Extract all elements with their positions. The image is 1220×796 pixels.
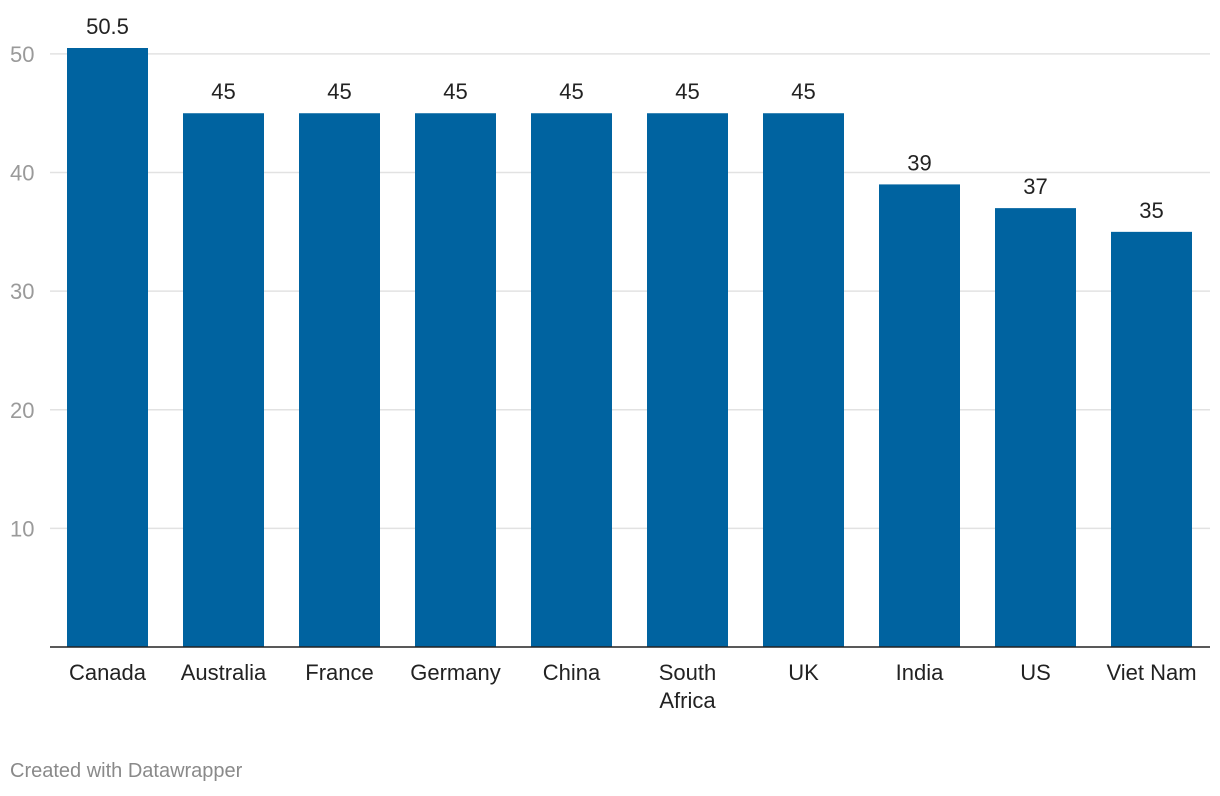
x-tick-label: US [1020, 660, 1051, 685]
bar [299, 113, 380, 648]
x-tick-label: China [543, 660, 601, 685]
bar [879, 184, 960, 647]
bar [995, 208, 1076, 647]
x-tick-label: South Africa [659, 660, 717, 713]
data-labels: 50.5 45 45 45 45 45 45 39 37 35 [86, 14, 1164, 223]
x-tick-label-line: South [659, 660, 717, 685]
bar [183, 113, 264, 648]
datawrapper-credit: Created with Datawrapper [10, 760, 243, 782]
x-tick-label-line: US [1020, 660, 1051, 685]
x-tick-label: Australia [181, 660, 267, 685]
x-tick-label: Germany [410, 660, 500, 685]
data-label: 35 [1139, 198, 1163, 223]
y-tick-label: 20 [10, 398, 34, 423]
bars [67, 48, 1192, 648]
x-tick-label-line: Africa [659, 688, 716, 713]
x-tick-label-line: India [896, 660, 944, 685]
bar [415, 113, 496, 648]
bar [67, 48, 148, 647]
data-label: 45 [559, 79, 583, 104]
data-label: 39 [907, 150, 931, 175]
y-tick-label: 40 [10, 161, 34, 186]
data-label: 45 [791, 79, 815, 104]
x-tick-label-line: UK [788, 660, 819, 685]
x-tick-label-line: Canada [69, 660, 147, 685]
x-tick-label-line: Viet Nam [1106, 660, 1196, 685]
x-tick-label-line: Germany [410, 660, 500, 685]
y-tick-label: 50 [10, 42, 34, 67]
bar-chart: 10 20 30 40 50 50.5 45 45 45 45 45 45 39 37 35 Canada… [10, 14, 1210, 713]
y-tick-label: 30 [10, 279, 34, 304]
data-label: 45 [327, 79, 351, 104]
data-label: 50.5 [86, 14, 129, 39]
x-tick-label: Canada [69, 660, 147, 685]
bar [531, 113, 612, 648]
x-tick-label-line: China [543, 660, 601, 685]
x-tick-label: Viet Nam [1106, 660, 1196, 685]
x-tick-label: France [305, 660, 373, 685]
data-label: 45 [443, 79, 467, 104]
data-label: 37 [1023, 174, 1047, 199]
y-axis-ticks: 10 20 30 40 50 [10, 42, 34, 541]
bar [763, 113, 844, 648]
x-tick-label: UK [788, 660, 819, 685]
bar [647, 113, 728, 648]
x-axis-ticks: Canada Australia France Germany China South Af… [69, 660, 1197, 713]
data-label: 45 [675, 79, 699, 104]
x-tick-label-line: France [305, 660, 373, 685]
y-tick-label: 10 [10, 516, 34, 541]
x-tick-label: India [896, 660, 944, 685]
x-tick-label-line: Australia [181, 660, 267, 685]
data-label: 45 [211, 79, 235, 104]
bar [1111, 231, 1192, 647]
